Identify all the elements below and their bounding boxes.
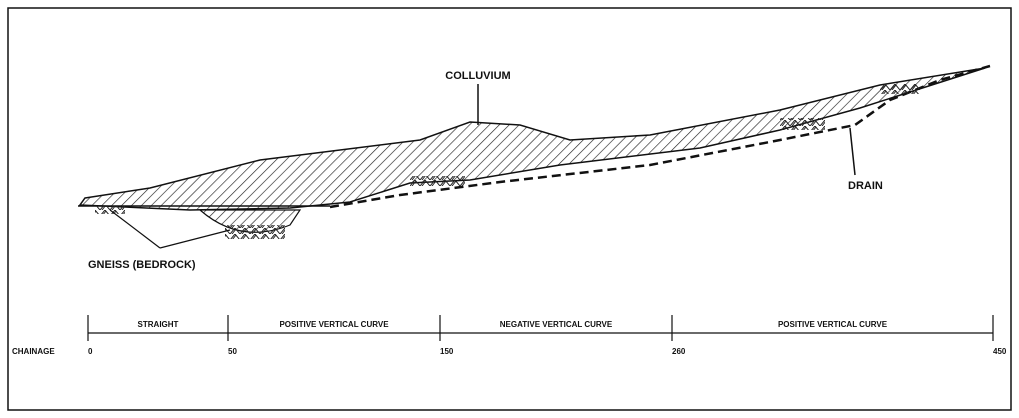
chainage-tick-label: 450 (993, 347, 1007, 356)
chainage-tick-label: 150 (440, 347, 454, 356)
segment-label: POSITIVE VERTICAL CURVE (279, 320, 389, 329)
segment-label: STRAIGHT (138, 320, 179, 329)
rock-patch (410, 176, 465, 186)
leader-line (849, 127, 856, 176)
chainage-tick-label: 0 (88, 347, 93, 356)
rock-patch (780, 118, 825, 130)
drain-line (329, 64, 991, 209)
chainage-title: CHAINAGE (12, 347, 55, 356)
segment-label: NEGATIVE VERTICAL CURVE (500, 320, 613, 329)
rock-patch (225, 225, 285, 239)
chainage-tick-label: 260 (672, 347, 686, 356)
segment-label: POSITIVE VERTICAL CURVE (778, 320, 888, 329)
rock-patch (880, 84, 920, 94)
colluvium-label: COLLUVIUM (445, 70, 510, 82)
leader-line (109, 209, 161, 249)
drain-label: DRAIN (848, 180, 883, 192)
frame (7, 7, 1012, 411)
bedrock-label: GNEISS (BEDROCK) (88, 259, 196, 271)
chainage-tick-label: 50 (228, 347, 237, 356)
leader-line (159, 229, 231, 249)
